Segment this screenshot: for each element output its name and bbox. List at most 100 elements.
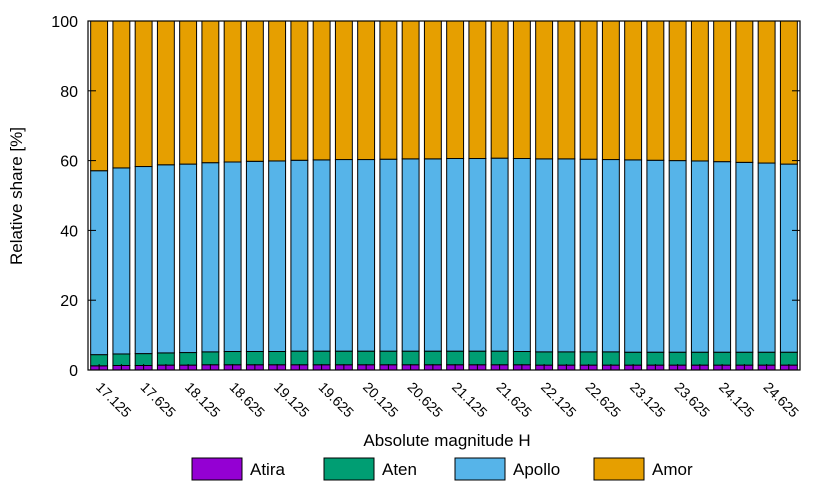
bar-aten-19.625 [312,350,331,366]
bar-aten-19.375 [290,350,309,366]
legend-swatch-amor [593,457,645,481]
bar-amor-23.375 [646,20,665,161]
bar-amor-20.375 [379,20,398,160]
bar-amor-20.625 [401,20,420,160]
bar-amor-22.875 [601,20,620,161]
y-tick-label: 100 [51,14,78,31]
bar-apollo-22.125 [535,158,554,353]
bar-amor-24.125 [713,20,732,163]
legend-label-atira: Atira [250,460,286,479]
bar-amor-22.375 [557,20,576,160]
bar-aten-20.125 [357,350,376,366]
bar-apollo-24.375 [735,161,754,353]
bar-aten-20.625 [401,350,420,366]
bar-aten-21.625 [490,350,509,366]
bar-amor-23.125 [624,20,643,161]
legend: Atira Aten Apollo Amor [191,457,693,481]
plot-frame [87,20,801,371]
bar-aten-18.375 [201,351,220,366]
bar-apollo-21.625 [490,157,509,352]
legend-swatch-aten [323,457,375,481]
bar-aten-17.875 [156,352,175,366]
bar-apollo-23.875 [690,160,709,353]
bar-amor-17.375 [112,20,131,169]
bar-amor-18.125 [179,20,198,165]
bar-apollo-22.375 [557,158,576,353]
bar-apollo-21.125 [446,158,465,352]
x-tick-label: 17.625 [138,379,180,421]
bar-amor-17.625 [134,20,153,168]
bar-aten-20.875 [423,350,442,366]
bar-aten-24.125 [713,351,732,366]
bar-amor-21.875 [512,20,531,160]
bar-apollo-24.125 [713,161,732,353]
bar-aten-23.875 [690,351,709,366]
bar-aten-22.375 [557,351,576,366]
bar-apollo-20.875 [423,158,442,352]
bar-amor-19.875 [334,20,353,161]
bar-amor-18.875 [245,20,264,162]
bar-apollo-24.875 [779,163,798,353]
bar-apollo-23.375 [646,159,665,353]
x-tick-label: 19.625 [316,379,358,421]
bar-amor-17.125 [90,20,109,172]
x-tick-label: 20.625 [405,379,447,421]
bar-aten-20.375 [379,350,398,366]
bar-amor-18.375 [201,20,220,164]
y-tick-label: 0 [69,363,78,380]
bar-apollo-22.625 [579,158,598,353]
x-tick-label: 21.625 [494,379,536,421]
y-tick-label: 20 [60,293,78,310]
bar-apollo-18.125 [179,163,198,354]
bar-apollo-18.875 [245,160,264,352]
bar-aten-23.625 [668,351,687,366]
x-tick-label: 22.625 [583,379,625,421]
bar-apollo-17.125 [90,170,109,356]
bar-aten-23.375 [646,351,665,366]
bar-aten-24.875 [779,351,798,366]
x-tick-label: 23.625 [672,379,714,421]
bar-apollo-17.875 [156,164,175,354]
bar-apollo-20.375 [379,158,398,352]
bar-aten-21.125 [446,350,465,366]
bar-amor-21.625 [490,20,509,159]
x-tick-label: 18.625 [227,379,269,421]
bar-apollo-20.125 [357,159,376,352]
bar-apollo-23.625 [668,160,687,353]
bar-amor-17.875 [156,20,175,166]
bar-amor-19.125 [268,20,287,162]
bar-amor-19.625 [312,20,331,161]
y-tick-label: 40 [60,223,78,240]
bar-amor-19.375 [290,20,309,161]
bar-aten-24.625 [757,351,776,366]
legend-label-apollo: Apollo [513,460,560,479]
bar-amor-24.625 [757,20,776,164]
y-axis-title: Relative share [%] [7,127,26,265]
bar-apollo-19.625 [312,159,331,352]
bar-apollo-18.375 [201,162,220,353]
x-tick-label: 19.125 [271,379,313,421]
bar-apollo-22.875 [601,159,620,353]
legend-swatch-atira [191,457,243,481]
bar-amor-24.875 [779,20,798,165]
bar-amor-24.375 [735,20,754,163]
bar-aten-22.875 [601,351,620,366]
bar-apollo-23.125 [624,159,643,353]
bar-aten-18.625 [223,351,242,366]
bar-apollo-20.625 [401,158,420,352]
bar-amor-20.125 [357,20,376,161]
x-axis: 17.125 17.625 18.125 18.625 19.125 19.625 20.1… [93,364,802,421]
bar-aten-18.125 [179,352,198,366]
bar-amor-22.625 [579,20,598,160]
bar-layer [90,20,798,371]
x-tick-label: 18.125 [182,379,224,421]
bar-apollo-17.375 [112,167,131,355]
x-tick-label: 17.125 [93,379,135,421]
bar-apollo-21.875 [512,158,531,353]
bar-apollo-19.125 [268,160,287,352]
x-tick-label: 23.125 [627,379,669,421]
bar-amor-23.875 [690,20,709,162]
bar-apollo-24.625 [757,162,776,353]
x-tick-label: 24.625 [761,379,803,421]
